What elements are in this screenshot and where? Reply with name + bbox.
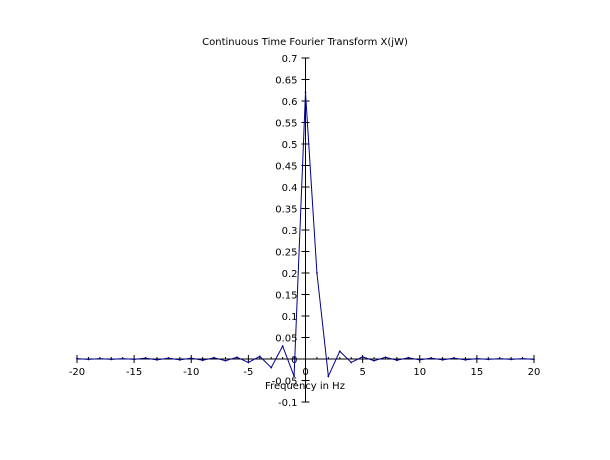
x-tick-label: -20 (69, 367, 85, 378)
data-point (258, 355, 261, 358)
data-point (498, 357, 501, 360)
data-point (487, 358, 490, 361)
data-point (281, 345, 284, 347)
x-tick-label: 20 (528, 367, 541, 378)
data-point (441, 358, 444, 361)
data-point (396, 359, 398, 362)
y-tick-label: 0.55 (275, 119, 297, 130)
data-point (224, 359, 227, 362)
data-point (407, 356, 410, 359)
y-tick-label: 0.05 (275, 334, 297, 345)
data-point (338, 350, 341, 353)
x-tick-label: -15 (126, 367, 142, 378)
data-point (121, 357, 124, 360)
x-tick-label: 5 (359, 367, 365, 378)
x-tick-label: -10 (183, 367, 199, 378)
data-point (464, 358, 467, 361)
data-point (373, 359, 375, 362)
y-tick-label: 0.25 (275, 248, 297, 259)
data-point (361, 355, 364, 358)
y-tick-label: 0.1 (282, 312, 298, 323)
y-tick-label: -0.05 (272, 377, 298, 388)
series-layer (76, 91, 535, 379)
y-tick-label: 0.3 (282, 226, 298, 237)
data-point (213, 356, 216, 359)
y-tick-label: 0.6 (282, 97, 298, 108)
y-tick-label: -0.1 (278, 398, 298, 409)
data-point (236, 356, 238, 359)
data-point (510, 358, 513, 361)
axes: -20 -15 -10 -5 0 5 10 15 20-0.1-0.0500.050.10.15… (69, 54, 541, 409)
data-point (190, 357, 193, 360)
y-tick-label: 0.15 (275, 291, 297, 302)
data-point (327, 375, 330, 378)
data-point (247, 361, 250, 364)
y-tick-label: 0.45 (275, 162, 297, 173)
x-tick-label: 10 (413, 367, 426, 378)
data-point (304, 91, 307, 94)
data-point (76, 357, 78, 360)
data-point (110, 358, 113, 361)
data-point (156, 358, 158, 361)
data-point (521, 357, 524, 360)
data-point (350, 361, 353, 364)
chart-title: Continuous Time Fourier Transform X(jW) (202, 37, 408, 48)
y-tick-label: 0.35 (275, 205, 297, 216)
x-tick-label: 0 (302, 367, 308, 378)
data-point (293, 375, 295, 378)
data-point (533, 358, 535, 361)
data-point (418, 358, 421, 361)
y-tick-label: 0.65 (275, 76, 297, 87)
y-tick-label: 0.7 (282, 54, 298, 65)
data-point (430, 357, 433, 360)
data-point (98, 357, 101, 360)
data-point (270, 366, 273, 369)
data-point (167, 357, 170, 360)
data-point (384, 356, 387, 359)
y-tick-label: 0.2 (282, 269, 298, 280)
x-tick-label: -5 (243, 367, 253, 378)
data-point (178, 358, 181, 361)
data-point (87, 358, 90, 361)
x-axis-label: Frequency in Hz (265, 381, 345, 392)
data-point (144, 357, 147, 360)
y-tick-label: 0.4 (282, 183, 298, 194)
data-point (316, 272, 318, 274)
data-point (475, 357, 478, 360)
y-tick-label: 0.5 (282, 140, 298, 151)
x-tick-label: 15 (471, 367, 484, 378)
data-point (453, 357, 455, 360)
data-point (201, 359, 204, 362)
data-point (133, 358, 136, 361)
